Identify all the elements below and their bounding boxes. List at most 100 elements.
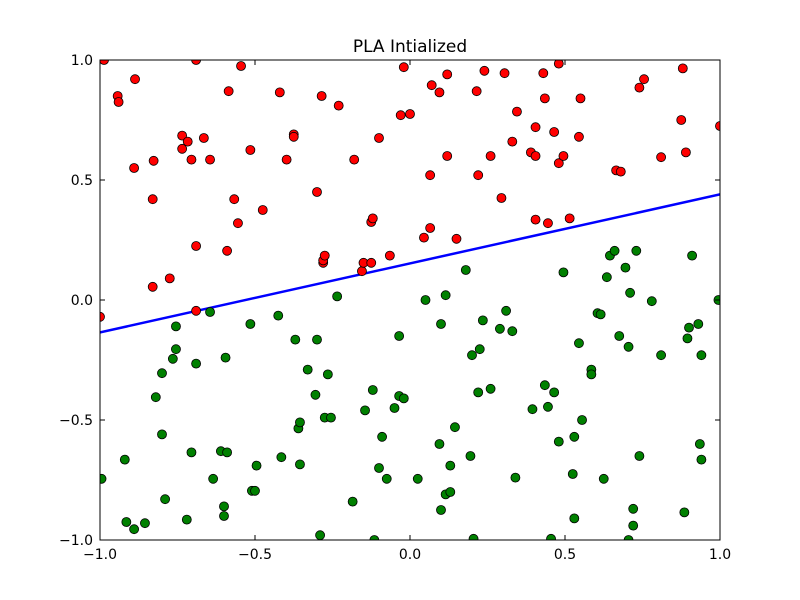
data-point [628,503,639,514]
data-point [181,514,192,525]
data-point [575,93,586,104]
data-point [549,387,560,398]
data-point [191,305,202,316]
data-point [405,109,415,119]
data-point [694,439,705,449]
data-point [598,473,609,484]
data-point [312,334,322,345]
data-point [539,380,550,391]
data-point [186,447,197,458]
data-point [693,319,704,329]
data-point [148,155,159,166]
data-point [274,87,285,98]
data-point [357,266,367,277]
data-point [349,154,360,165]
data-point [113,97,124,107]
data-point [479,65,490,76]
data-point [586,369,597,380]
data-point [595,309,606,320]
data-point [198,133,209,143]
data-point [360,405,370,416]
chart-title: PLA Intialized [353,37,467,57]
data-point [530,122,541,133]
data-point [499,68,510,79]
data-point [191,60,201,65]
data-point [442,69,453,80]
data-point [167,353,178,364]
data-point [634,82,645,93]
y-axis: −1.0 −0.5 0.0 0.5 1.0 [59,53,720,549]
data-point [147,194,158,205]
data-point [601,272,612,283]
data-point [543,218,553,229]
data-point [384,250,395,261]
data-point [333,100,344,111]
data-point [374,133,384,143]
data-point [485,383,496,394]
data-point [684,322,694,333]
x-tick-label: 1.0 [709,547,731,563]
data-point [273,310,284,321]
data-point [100,60,109,65]
data-point [473,387,484,398]
data-point [460,265,471,275]
data-point [419,232,429,243]
plot-area [99,59,721,541]
data-point [485,151,496,161]
series-red [100,60,720,322]
data-point [398,393,409,404]
data-point [220,352,231,363]
data-point [679,507,690,518]
data-point [434,87,445,98]
data-point [445,487,456,497]
data-point [553,60,564,69]
x-tick-label: −1.0 [83,547,117,563]
data-point [577,415,587,425]
data-point [205,154,215,165]
data-point [530,214,541,225]
data-point [100,473,107,484]
data-point [295,417,305,428]
data-point [223,86,234,97]
data-point [367,213,378,224]
data-point [222,447,233,458]
data-point [426,80,437,91]
data-point [157,368,167,379]
data-point [119,454,130,465]
data-point [219,511,229,521]
data-point [219,501,229,512]
data-point [236,61,246,71]
data-point [549,127,560,137]
data-point [569,513,580,524]
data-point [558,151,569,161]
data-point [250,485,260,496]
data-point [332,291,343,302]
data-point [157,429,167,440]
data-point [310,389,321,400]
data-point [465,451,476,461]
data-point [467,350,477,361]
data-point [543,401,553,412]
data-point [171,321,181,332]
data-point [381,473,392,484]
data-point [527,404,538,415]
data-point [251,460,262,471]
data-point [696,350,707,361]
data-point [450,422,460,433]
data-point [319,250,330,261]
data-point [631,245,642,256]
data-point [682,333,693,344]
y-tick-label: −1.0 [59,533,93,549]
data-point [625,287,635,298]
data-point [374,463,384,473]
data-point [496,193,507,203]
data-point [614,331,625,341]
data-point [715,121,720,131]
data-point [473,170,484,181]
data-point [347,496,358,507]
data-point [442,151,453,161]
data-point [468,533,479,540]
data-point [567,469,578,479]
data-point [276,452,287,463]
data-point [501,305,512,316]
